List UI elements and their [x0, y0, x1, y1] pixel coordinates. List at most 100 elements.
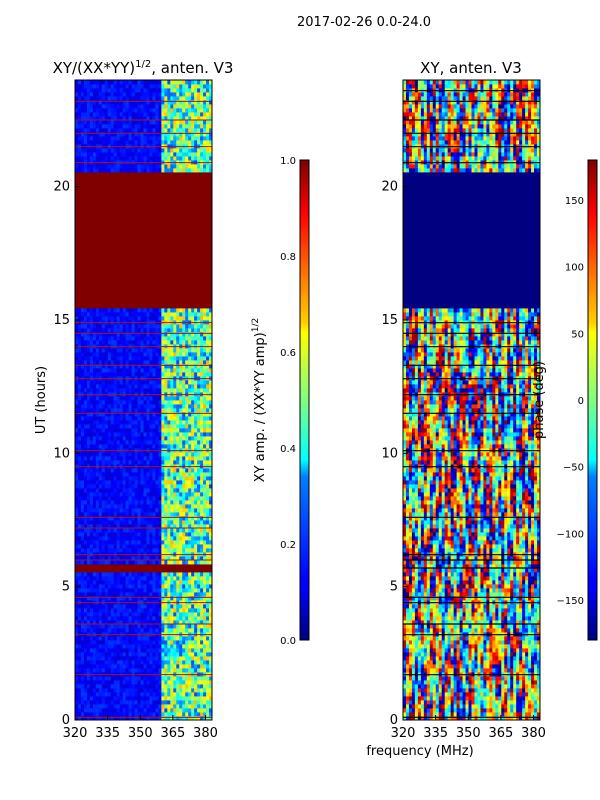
amp-heat-cell	[122, 436, 127, 441]
amp-heat-cell	[191, 396, 195, 401]
amp-heat-cell	[95, 588, 100, 593]
amp-heat-cell	[200, 356, 204, 361]
amp-heat-cell	[182, 716, 186, 721]
amp-heat-cell	[134, 428, 138, 433]
amp-heat-cell	[75, 640, 79, 645]
amp-heat-cell	[143, 316, 147, 321]
amp-heat-cell	[134, 512, 138, 517]
amp-heat-cell	[182, 680, 186, 685]
amp-heat-cell	[209, 576, 213, 581]
amp-heat-cell	[75, 544, 79, 549]
amp-heat-cell	[182, 444, 186, 449]
amp-heat-cell	[203, 312, 207, 317]
amp-heat-cell	[185, 520, 189, 525]
amp-heat-cell	[122, 680, 127, 685]
amp-heat-cell	[89, 692, 94, 697]
amp-heat-cell	[140, 664, 144, 669]
amp-heat-cell	[95, 512, 100, 517]
amp-heat-cell	[149, 576, 153, 581]
amp-heat-cell	[155, 628, 159, 633]
amp-heat-cell	[149, 332, 153, 337]
amp-heat-cell	[182, 708, 186, 713]
amp-heat-cell	[110, 536, 115, 541]
amp-heat-cell	[152, 424, 156, 429]
amp-heat-cell	[110, 504, 115, 509]
amp-heat-cell	[75, 688, 79, 693]
amp-heat-cell	[80, 556, 85, 561]
amp-heat-cell	[122, 696, 127, 701]
amp-heat-cell	[185, 460, 189, 465]
amp-heat-cell	[161, 416, 165, 421]
amp-heat-cell	[131, 336, 135, 341]
amp-heat-cell	[140, 604, 144, 609]
amp-heat-cell	[131, 644, 135, 649]
amp-heat-cell	[89, 660, 94, 665]
amp-heat-cell	[113, 460, 118, 465]
amp-heat-cell	[110, 660, 115, 665]
amp-heat-cell	[200, 560, 204, 565]
amp-heat-cell	[83, 368, 88, 373]
amp-heat-cell	[197, 484, 201, 489]
amp-heat-cell	[146, 532, 150, 537]
amp-heat-cell	[146, 316, 150, 321]
amp-heat-cell	[86, 284, 91, 289]
amp-heat-cell	[176, 532, 180, 537]
amp-heat-cell	[173, 472, 177, 477]
amp-heat-cell	[197, 688, 201, 693]
amp-heat-cell	[116, 400, 121, 405]
amp-heat-cell	[110, 700, 115, 705]
amp-heat-cell	[75, 560, 79, 565]
amp-heat-cell	[209, 612, 213, 617]
amp-heat-cell	[188, 356, 192, 361]
amp-heat-cell	[75, 332, 79, 337]
amp-heat-cell	[191, 660, 195, 665]
amp-heat-cell	[119, 692, 124, 697]
amp-heat-cell	[113, 512, 118, 517]
amp-heat-cell	[206, 532, 210, 537]
amp-heat-cell	[197, 348, 201, 353]
amp-heat-cell	[185, 420, 189, 425]
amp-heat-cell	[155, 536, 159, 541]
amp-heat-cell	[197, 604, 201, 609]
amp-heat-cell	[161, 304, 165, 309]
amp-heat-cell	[167, 708, 171, 713]
amp-heat-cell	[209, 440, 213, 445]
amp-heat-cell	[158, 420, 162, 425]
amp-heat-cell	[179, 688, 183, 693]
amp-heat-cell	[158, 512, 162, 517]
amp-heat-cell	[113, 524, 118, 529]
amp-heat-cell	[92, 584, 97, 589]
amp-heat-cell	[158, 468, 162, 473]
amp-heat-cell	[173, 516, 177, 521]
amp-heat-cell	[116, 636, 121, 641]
amp-heat-cell	[134, 444, 138, 449]
amp-heat-cell	[155, 524, 159, 529]
figure-suptitle: 2017-02-26 0.0-24.0	[297, 15, 431, 30]
amp-heat-cell	[206, 668, 210, 673]
amp-heat-cell	[122, 364, 127, 369]
amp-heat-cell	[188, 608, 192, 613]
amp-heat-cell	[185, 664, 189, 669]
amp-heat-cell	[83, 400, 88, 405]
amp-heat-cell	[98, 360, 103, 365]
amp-heat-cell	[83, 548, 88, 553]
amp-heat-cell	[158, 604, 162, 609]
amp-heat-cell	[155, 436, 159, 441]
amp-heat-cell	[86, 676, 91, 681]
amp-heat-cell	[86, 612, 91, 617]
amp-heat-cell	[104, 624, 109, 629]
amp-heat-cell	[89, 592, 94, 597]
amp-heat-cell	[77, 496, 82, 501]
amp-heat-cell	[188, 680, 192, 685]
amp-heat-cell	[86, 428, 91, 433]
amp-heat-cell	[149, 368, 153, 373]
amp-heat-cell	[113, 384, 118, 389]
amp-heat-cell	[125, 520, 130, 525]
amp-heat-cell	[167, 304, 171, 309]
amp-heat-cell	[80, 660, 85, 665]
amp-heat-cell	[75, 668, 79, 673]
amp-heat-cell	[164, 544, 168, 549]
amp-heat-cell	[134, 308, 138, 313]
amp-heat-cell	[170, 680, 174, 685]
amp-heat-cell	[194, 324, 198, 329]
